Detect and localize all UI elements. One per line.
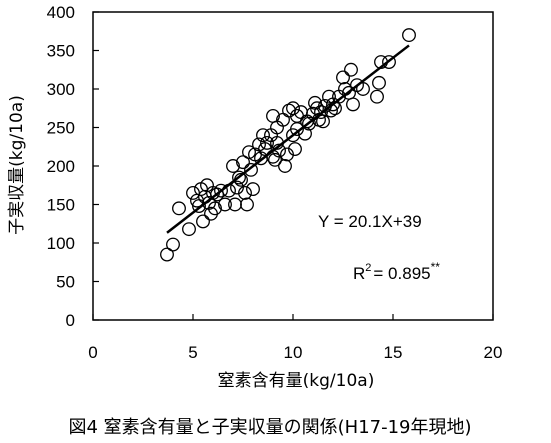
data-point xyxy=(316,114,330,129)
data-point xyxy=(270,135,284,150)
data-point xyxy=(226,159,240,173)
data-points xyxy=(160,28,416,262)
data-point xyxy=(172,201,186,216)
data-point xyxy=(272,143,286,158)
data-point xyxy=(258,142,272,157)
r-squared-r: R xyxy=(353,264,365,283)
data-point xyxy=(242,145,256,160)
figure-caption: 図4 窒素含有量と子実収量の関係(H17-19年現地) xyxy=(68,417,471,438)
data-point xyxy=(208,201,222,216)
x-tick-label: 15 xyxy=(384,343,403,362)
data-point xyxy=(240,197,254,212)
data-point xyxy=(182,222,196,237)
x-axis-title: 窒素含有量(kg/10a) xyxy=(218,371,375,391)
data-point xyxy=(288,142,302,157)
data-point xyxy=(286,101,300,116)
data-point xyxy=(186,185,200,200)
data-point xyxy=(402,28,416,43)
data-point xyxy=(268,152,282,167)
data-point xyxy=(222,183,236,198)
x-axis-ticks: 0 5 10 15 20 xyxy=(88,314,502,362)
data-point xyxy=(370,89,384,104)
data-point xyxy=(344,62,358,77)
significance-mark: ** xyxy=(431,260,441,274)
data-point xyxy=(246,182,260,197)
data-point xyxy=(166,237,180,252)
data-point xyxy=(232,170,246,185)
data-point xyxy=(324,103,338,118)
data-point xyxy=(374,55,388,70)
data-point xyxy=(382,55,396,70)
y-tick-label: 350 xyxy=(47,42,75,61)
y-axis-ticks: 0 50 100 150 200 250 300 350 400 xyxy=(47,3,99,330)
y-tick-label: 50 xyxy=(56,273,75,292)
data-point xyxy=(294,105,308,120)
y-tick-label: 300 xyxy=(47,80,75,99)
data-point xyxy=(302,116,316,131)
data-point xyxy=(372,75,386,90)
data-point xyxy=(230,180,244,195)
data-point xyxy=(346,97,360,112)
data-point xyxy=(234,172,248,187)
y-tick-label: 250 xyxy=(47,119,75,138)
x-tick-label: 10 xyxy=(284,343,303,362)
y-tick-label: 200 xyxy=(47,157,75,176)
y-tick-label: 0 xyxy=(66,311,75,330)
x-tick-label: 0 xyxy=(88,343,97,362)
y-tick-label: 100 xyxy=(47,234,75,253)
data-point xyxy=(322,89,336,104)
data-point xyxy=(228,197,242,212)
data-point xyxy=(214,183,228,198)
data-point xyxy=(160,247,174,262)
data-point xyxy=(256,128,270,143)
y-tick-label: 150 xyxy=(47,196,75,215)
data-point xyxy=(238,185,252,200)
data-point xyxy=(218,197,232,212)
data-point xyxy=(260,135,274,150)
r-squared-exponent: 2 xyxy=(365,262,371,274)
data-point xyxy=(278,159,292,173)
data-point xyxy=(336,70,350,85)
r-squared-value: = 0.895 xyxy=(373,264,430,283)
regression-equation: Y = 20.1X+39 xyxy=(318,212,422,231)
data-point xyxy=(244,162,258,177)
data-point xyxy=(236,155,250,170)
y-tick-label: 400 xyxy=(47,3,75,22)
x-tick-label: 20 xyxy=(484,343,503,362)
r-squared-label: R2 = 0.895** xyxy=(353,260,440,283)
data-point xyxy=(280,147,294,162)
x-tick-label: 5 xyxy=(188,343,197,362)
y-axis-title: 子実収量(kg/10a) xyxy=(7,95,27,235)
data-point xyxy=(196,214,210,229)
data-point xyxy=(310,101,324,116)
data-point xyxy=(356,82,370,96)
